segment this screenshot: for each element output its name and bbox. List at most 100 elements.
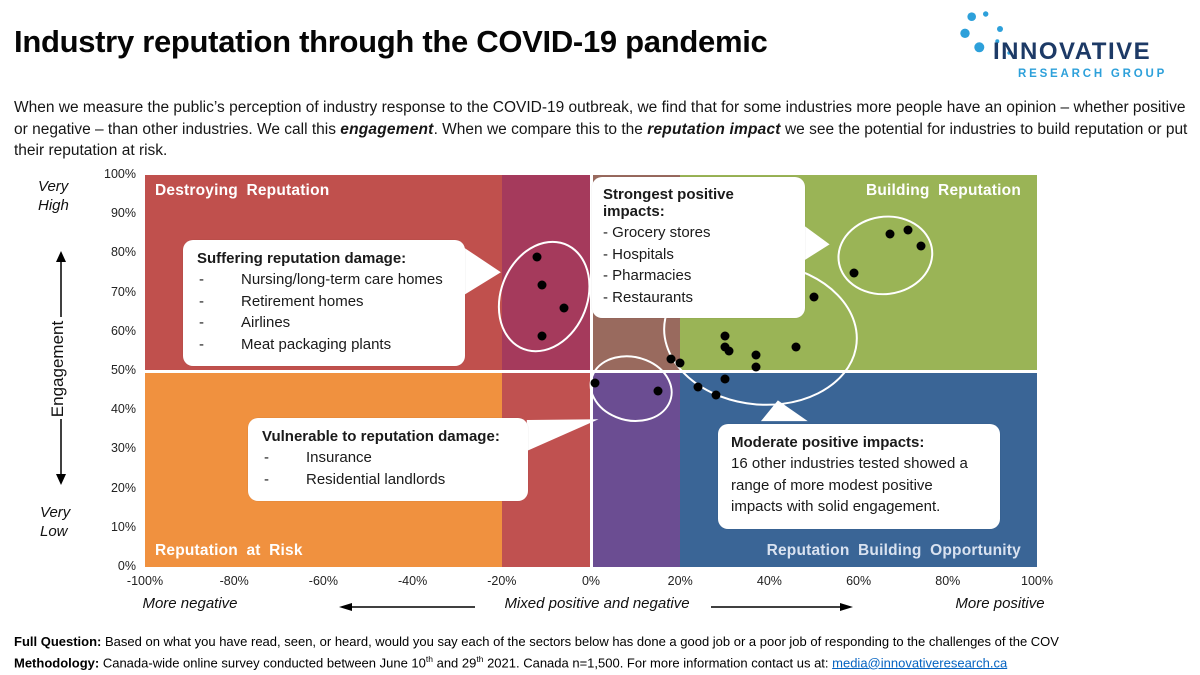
callout-suffering-reputation-damage: Suffering reputation damage: - Nursing/lo… <box>183 240 465 366</box>
x-tick-label: 80% <box>935 574 961 588</box>
quadrant-label-building-reputation: Building Reputation <box>865 182 1021 199</box>
y-axis-title: Engagement <box>48 320 67 418</box>
callout-body: 16 other industries tested showed a rang… <box>731 455 968 515</box>
logo-text-innovative: INNOVATIVE <box>993 38 1152 65</box>
data-point <box>903 225 913 235</box>
data-point <box>693 382 703 392</box>
data-point <box>559 303 569 313</box>
quadrant-band <box>501 175 591 371</box>
intro-paragraph: When we measure the public’s perception … <box>14 97 1188 162</box>
methodology-line: Methodology: Canada-wide online survey c… <box>14 653 1008 670</box>
quadrant-label-reputation-at-risk: Reputation at Risk <box>155 542 303 559</box>
data-point <box>537 331 547 341</box>
data-point <box>751 350 761 360</box>
data-point <box>711 390 721 400</box>
contact-email-link[interactable]: media@innovativeresearch.ca <box>832 654 1008 670</box>
x-tick-label: -80% <box>219 574 249 588</box>
callout-title: Strongest positive impacts: <box>603 186 734 220</box>
callout-title: Moderate positive impacts: <box>731 434 925 451</box>
callout-item-list: - Nursing/long-term care homes - Retirement… <box>197 269 453 355</box>
callout-item: - Residential landlords <box>264 470 446 488</box>
y-tick-label: 0% <box>117 559 136 573</box>
y-tick-label: 20% <box>110 480 136 495</box>
full-question-label: Full Question: <box>14 634 102 649</box>
x-tick-label: 100% <box>1021 574 1053 588</box>
data-point <box>849 268 859 278</box>
intro-em-engagement: engagement <box>340 120 434 138</box>
data-point <box>590 378 600 388</box>
footnote: Full Question: Based on what you have re… <box>14 634 1194 671</box>
callout-title: Vulnerable to reputation damage: <box>262 428 500 445</box>
y-axis-very-low-label: Very Low <box>40 504 71 540</box>
y-axis-very-high-label: Very High <box>38 178 69 214</box>
page-title: Industry reputation through the COVID-19… <box>14 24 768 59</box>
plot-area: Destroying Reputation Building Reputatio… <box>145 175 1037 567</box>
intro-seg2: . When we compare this to the <box>433 120 648 138</box>
y-tick-label: 10% <box>110 519 136 534</box>
data-point <box>809 292 819 302</box>
intro-seg3: we see the potential for industries to b… <box>14 120 1188 160</box>
x-tick-label: 0% <box>581 574 601 588</box>
logo-dots-icon <box>960 11 1011 55</box>
x-axis-more-negative-label: More negative <box>142 595 238 612</box>
x-axis-mixed-label: Mixed positive and negative <box>504 595 690 612</box>
x-axis-left-arrow-icon <box>339 603 475 611</box>
callout-item-list: - Insurance - Residential landlords <box>262 447 516 490</box>
x-axis-more-positive-label: More positive <box>955 595 1045 612</box>
callout-item: - Pharmacies <box>603 267 692 284</box>
callout-tail <box>802 224 830 262</box>
callout-title: Suffering reputation damage: <box>197 250 407 267</box>
quadrant-band <box>591 371 681 567</box>
data-point <box>675 358 685 368</box>
callout-tail <box>760 400 808 422</box>
full-question-line: Full Question: Based on what you have re… <box>14 634 1059 649</box>
callout-strongest-positive-impacts: Strongest positive impacts: - Grocery st… <box>592 177 805 318</box>
cluster-ellipse <box>578 345 683 433</box>
quadrant-label-destroying-reputation: Destroying Reputation <box>155 182 330 199</box>
y-tick-label: 80% <box>110 245 136 260</box>
data-point <box>720 374 730 384</box>
quadrant-label-reputation-building-opportunity: Reputation Building Opportunity <box>766 542 1021 559</box>
data-point <box>537 280 547 290</box>
callout-item: - Grocery stores <box>603 224 711 241</box>
y-tick-label: 40% <box>110 402 136 417</box>
fifty-percent-gridline <box>145 369 1037 373</box>
y-axis-tick-labels: 100% 90% 80% 70% 60% 50% 40% 30% 20% 10% 0% <box>88 167 136 573</box>
y-axis-down-arrow-icon <box>56 419 66 485</box>
x-tick-label: -20% <box>487 574 517 588</box>
data-point <box>724 346 734 356</box>
callout-item: - Hospitals <box>603 245 674 263</box>
y-tick-label: 50% <box>110 363 136 377</box>
y-tick-label: 70% <box>110 284 136 299</box>
intro-em-reputation-impact: reputation impact <box>647 120 781 138</box>
x-tick-label: -100% <box>126 574 164 588</box>
cluster-ellipses-overlay <box>462 175 1037 451</box>
data-point <box>653 386 663 396</box>
x-tick-label: -40% <box>398 574 428 588</box>
callout-item: - Airlines <box>199 314 291 331</box>
callout-item-list: - Grocery stores - Hospitals - Pharmacies -… <box>603 222 795 308</box>
y-tick-label: 90% <box>110 206 136 221</box>
data-point <box>916 241 926 251</box>
callout-item: - Nursing/long-term care homes <box>199 271 443 288</box>
x-tick-label: 60% <box>846 574 872 588</box>
x-axis-tick-labels: -100% -80% -60% -40% -20% 0% 20% 40% 60% 80% 100% <box>127 574 1053 590</box>
data-point <box>720 342 730 352</box>
callout-item: - Meat packaging plants <box>199 335 392 353</box>
cluster-ellipse <box>826 205 945 306</box>
callout-item: - Restaurants <box>603 288 694 306</box>
x-tick-label: 20% <box>667 574 693 588</box>
y-tick-label: 30% <box>110 441 136 456</box>
callout-tail <box>462 246 501 297</box>
y-tick-label: 60% <box>110 323 136 338</box>
data-point <box>666 354 676 364</box>
quadrant-chart: Very High Engagement Very Low 100% 90% 80% 70… <box>0 165 1200 635</box>
x-tick-label: 40% <box>756 574 782 588</box>
logo-text-research-group: RESEARCH GROUP <box>1018 68 1168 80</box>
cluster-ellipse <box>486 233 603 360</box>
data-point <box>751 362 761 372</box>
data-point <box>885 229 895 239</box>
x-axis-right-arrow-icon <box>711 603 853 611</box>
y-axis-up-arrow-icon <box>56 251 66 317</box>
